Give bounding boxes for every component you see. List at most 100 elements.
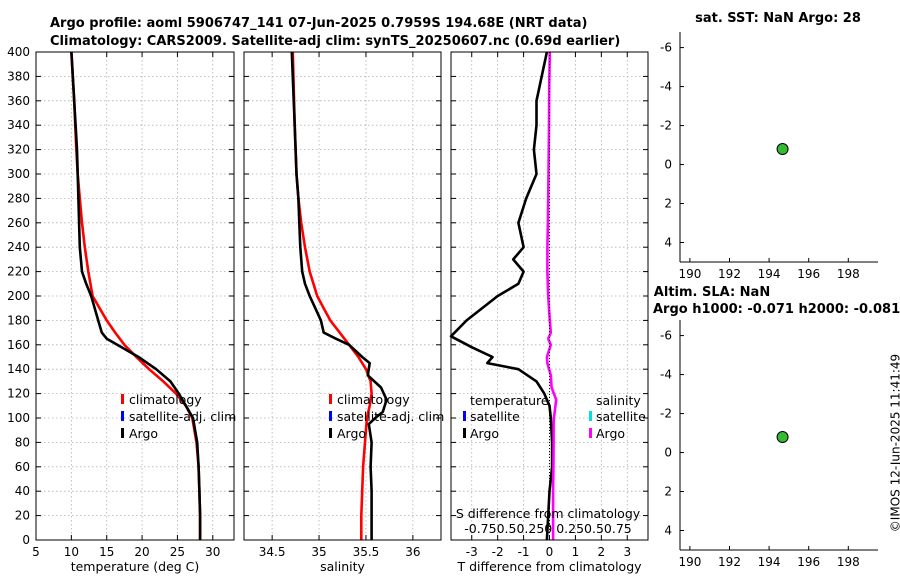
sla-map-subtitle: Argo h1000: -0.071 h2000: -0.081: [653, 302, 900, 317]
y-tick-label: 300: [7, 167, 30, 181]
y-tick-label: 160: [7, 338, 30, 352]
y-tick-label: 4: [664, 524, 672, 538]
y-tick-label: 180: [7, 313, 30, 327]
y-tick-label: 360: [7, 94, 30, 108]
sst-map-title: sat. SST: NaN Argo: 28: [695, 11, 861, 26]
x-tick-label: 192: [718, 267, 741, 281]
y-tick-label: -4: [660, 80, 672, 94]
y-tick-label: 60: [15, 460, 30, 474]
difference-panel: -3 -2 -1 0 1 2 3T difference from climatology S…: [449, 51, 649, 574]
x-tick-label: 35.5: [353, 545, 380, 559]
legend-label: Argo: [470, 426, 499, 441]
series-line-argo: [290, 51, 388, 540]
s-diff-tick-labels: -0.750.50.250 0.250.50.75: [464, 521, 632, 536]
legend-swatch: [121, 411, 124, 421]
y-tick-label: 4: [664, 236, 672, 250]
legend-label: satellite: [470, 409, 520, 424]
salinity-panel: 34.5 35 35.5 36 salinity climatology satellite…: [243, 51, 444, 574]
legend-label: climatology: [129, 392, 202, 407]
x-tick-label: 194: [758, 267, 781, 281]
legend-label: satellite: [596, 409, 646, 424]
x-tick-label: 25: [170, 545, 185, 559]
x-tick-label: -2: [492, 545, 504, 559]
sla-map-panel: 4 2 0 -2 -4 -6 190 192 194 196 198 Altim. SLA: NaN A…: [653, 285, 900, 569]
y-tick-label: 380: [7, 69, 30, 83]
legend-swatch: [329, 428, 332, 438]
x-tick-label: 3: [623, 545, 631, 559]
y-tick-label: 80: [15, 435, 30, 449]
legend-swatch: [121, 428, 124, 438]
x-tick-label: 198: [837, 267, 860, 281]
legend-swatch: [329, 411, 332, 421]
y-tick-label: 0: [664, 446, 672, 460]
x-tick-label: 196: [797, 267, 820, 281]
legend-label: climatology: [337, 392, 410, 407]
y-tick-label: -6: [660, 329, 672, 343]
x-axis-label: temperature (deg C): [71, 559, 200, 574]
x-tick-label: 20: [134, 545, 149, 559]
argo-location-marker: [776, 431, 789, 444]
y-tick-label: 100: [7, 411, 30, 425]
x-axis-label: T difference from climatology: [456, 559, 642, 574]
x-tick-label: -3: [466, 545, 478, 559]
x-tick-label: 36: [405, 545, 420, 559]
legend-label: Argo: [129, 426, 158, 441]
x-tick-label: 192: [718, 555, 741, 569]
legend-swatch: [121, 394, 124, 404]
legend-swatch: [589, 411, 592, 421]
legend-swatch: [589, 428, 592, 438]
x-tick-label: 194: [758, 555, 781, 569]
y-tick-label: 0: [664, 158, 672, 172]
x-tick-label: 5: [32, 545, 40, 559]
x-tick-label: 30: [205, 545, 220, 559]
x-tick-label: 196: [797, 555, 820, 569]
y-tick-label: 240: [7, 240, 30, 254]
axes-frame: [35, 51, 235, 541]
series-line-t-difference-argo: [449, 51, 554, 541]
legend-swatch: [463, 428, 466, 438]
y-tick-label: 340: [7, 118, 30, 132]
y-tick-label: -4: [660, 368, 672, 382]
x-tick-label: -1: [518, 545, 530, 559]
sst-map-panel: 4 2 0 -2 -4 -6 190 192 194 196 198 sat. SST: NaN Ar…: [660, 11, 878, 281]
x-tick-label: 35: [311, 545, 326, 559]
legend-label: satellite-adj. clim: [129, 409, 236, 424]
x-tick-label: 10: [64, 545, 79, 559]
x-tick-label: 198: [837, 555, 860, 569]
series-line-argo: [70, 51, 202, 540]
legend-salinity-title: salinity: [596, 393, 641, 408]
imos-timestamp: ©IMOS 12-Jun-2025 11:41:49: [889, 354, 900, 532]
y-tick-label: 120: [7, 387, 30, 401]
y-tick-label: -6: [660, 41, 672, 55]
y-tick-label: 260: [7, 216, 30, 230]
sla-map-title: Altim. SLA: NaN: [654, 285, 770, 300]
x-tick-label: 190: [678, 555, 701, 569]
legend-label: Argo: [337, 426, 366, 441]
y-tick-label: -2: [660, 119, 672, 133]
y-tick-label: 40: [15, 484, 30, 498]
x-tick-label: 15: [99, 545, 114, 559]
legend-label: satellite-adj. clim: [337, 409, 444, 424]
axes-frame: [243, 51, 442, 541]
x-axis-label: salinity: [320, 559, 365, 574]
y-tick-label: 20: [15, 509, 30, 523]
temperature-panel: 5 10 15 20 25 300 20 40 60 80 100 120 140 160 180 200 22…: [7, 45, 236, 574]
x-tick-label: 1: [572, 545, 580, 559]
y-tick-label: 2: [664, 485, 672, 499]
y-tick-label: 140: [7, 362, 30, 376]
x-tick-label: 0: [546, 545, 554, 559]
header-line1: Argo profile: aoml 5906747_141 07-Jun-20…: [50, 16, 587, 31]
legend-temperature-title: temperature: [470, 393, 549, 408]
s-diff-axis-title: S difference from climatology: [456, 506, 641, 521]
y-tick-label: 280: [7, 191, 30, 205]
y-tick-label: 2: [664, 197, 672, 211]
x-tick-label: 190: [678, 267, 701, 281]
y-tick-label: 220: [7, 265, 30, 279]
legend-swatch: [329, 394, 332, 404]
y-tick-label: 320: [7, 143, 30, 157]
argo-location-marker: [776, 143, 789, 156]
x-tick-label: 2: [598, 545, 606, 559]
y-tick-label: -2: [660, 407, 672, 421]
y-tick-label: 200: [7, 289, 30, 303]
